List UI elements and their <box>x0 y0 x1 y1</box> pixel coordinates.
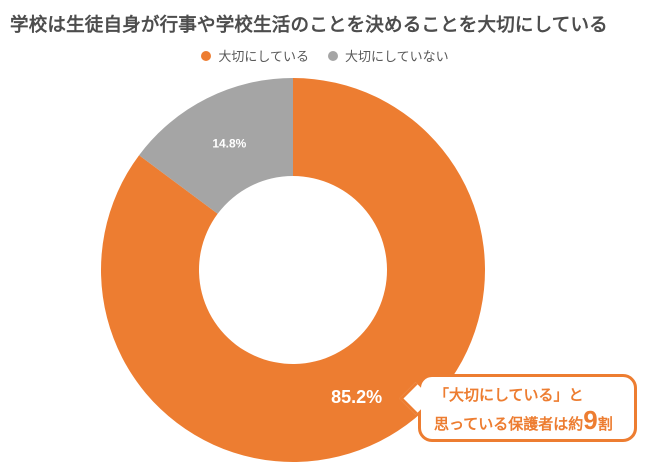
callout-line2-suffix: 割 <box>597 416 613 433</box>
donut-slice-0 <box>100 78 485 462</box>
legend-dot-orange-icon <box>201 50 212 61</box>
chart-legend: 大切にしている 大切にしていない <box>0 46 650 65</box>
callout-line-1: 「大切にしている」と <box>434 387 584 404</box>
legend-dot-gray-icon <box>328 50 338 61</box>
callout-speech-bubble: 「大切にしている」と 思っている保護者は約9割 <box>399 374 637 442</box>
slice-label-0: 85.2% <box>331 387 382 407</box>
legend-item-label: 大切にしている <box>218 49 309 64</box>
legend-item-taisetsu-nai: 大切にしていない <box>328 46 449 65</box>
callout-line2-prefix: 思っている保護者は約 <box>434 416 584 433</box>
legend-item-taisetsu: 大切にしている <box>201 46 309 65</box>
legend-item-label: 大切にしていない <box>345 49 449 64</box>
callout-line-2: 思っている保護者は約9割 <box>434 405 624 437</box>
callout-big-number: 9 <box>583 405 598 435</box>
slice-label-1: 14.8% <box>212 136 246 150</box>
donut-slice-1 <box>139 78 293 214</box>
chart-title: 学校は生徒自身が行事や学校生活のことを決めることを大切にしている <box>10 14 608 35</box>
